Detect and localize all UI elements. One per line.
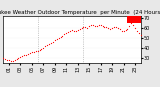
- Point: [94, 25, 96, 26]
- Point: [57, 37, 60, 38]
- Point: [109, 28, 112, 29]
- Point: [101, 25, 104, 26]
- Point: [8, 59, 10, 60]
- Point: [126, 28, 129, 29]
- Point: [124, 29, 127, 30]
- Point: [25, 54, 27, 55]
- Point: [103, 26, 106, 27]
- Point: [86, 27, 89, 28]
- Point: [44, 45, 47, 46]
- Point: [52, 41, 54, 42]
- Point: [54, 39, 56, 40]
- Point: [117, 27, 119, 28]
- Point: [50, 42, 52, 43]
- Point: [23, 54, 25, 55]
- Point: [27, 53, 29, 54]
- Point: [6, 59, 8, 60]
- Point: [4, 58, 6, 59]
- Point: [105, 26, 108, 27]
- Point: [61, 35, 64, 36]
- Point: [2, 57, 4, 58]
- Point: [19, 56, 22, 57]
- Title: Milwaukee Weather Outdoor Temperature  per Minute  (24 Hours): Milwaukee Weather Outdoor Temperature pe…: [0, 10, 160, 15]
- Point: [128, 25, 131, 26]
- Point: [132, 24, 134, 25]
- Point: [96, 25, 98, 26]
- Point: [63, 33, 66, 34]
- Point: [88, 25, 91, 26]
- Point: [12, 60, 14, 61]
- Point: [36, 50, 39, 51]
- Point: [71, 29, 73, 30]
- Point: [31, 51, 33, 52]
- Point: [10, 60, 12, 61]
- Point: [119, 28, 121, 29]
- Point: [80, 27, 83, 28]
- Point: [97, 24, 100, 25]
- Point: [40, 48, 43, 49]
- Point: [84, 26, 87, 27]
- Point: [59, 36, 62, 37]
- Point: [90, 24, 92, 25]
- Point: [21, 55, 24, 56]
- Point: [69, 30, 71, 31]
- Point: [13, 59, 16, 60]
- Point: [140, 34, 142, 35]
- Point: [107, 27, 110, 28]
- Point: [130, 22, 132, 23]
- Point: [111, 27, 113, 28]
- Bar: [127, 16, 141, 23]
- Point: [138, 32, 140, 33]
- Point: [99, 24, 102, 25]
- Point: [48, 43, 50, 44]
- Point: [55, 38, 58, 39]
- Point: [17, 57, 20, 58]
- Point: [67, 31, 69, 32]
- Point: [92, 24, 94, 25]
- Point: [32, 51, 35, 52]
- Point: [82, 26, 85, 27]
- Point: [120, 30, 123, 31]
- Point: [65, 32, 68, 33]
- Point: [134, 27, 136, 28]
- Point: [115, 26, 117, 27]
- Point: [73, 30, 75, 31]
- Point: [136, 30, 138, 31]
- Point: [122, 30, 125, 31]
- Point: [34, 50, 37, 51]
- Point: [15, 58, 18, 59]
- Point: [113, 26, 115, 27]
- Point: [29, 52, 31, 53]
- Point: [46, 44, 48, 45]
- Point: [76, 29, 79, 30]
- Point: [42, 47, 45, 48]
- Point: [38, 49, 41, 50]
- Point: [78, 28, 81, 29]
- Point: [75, 30, 77, 31]
